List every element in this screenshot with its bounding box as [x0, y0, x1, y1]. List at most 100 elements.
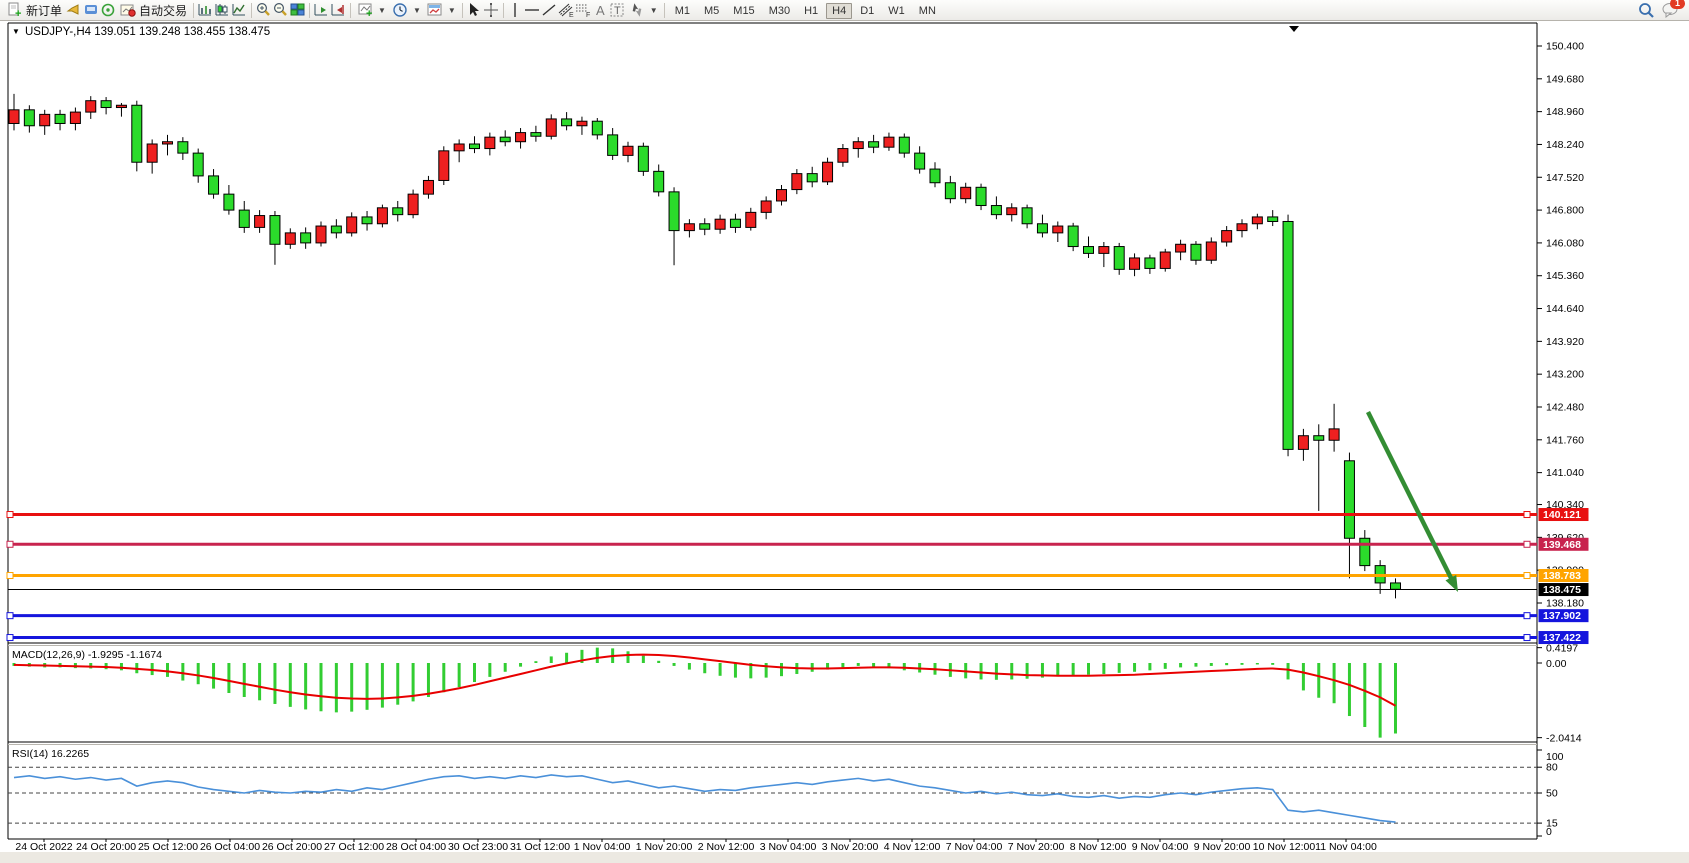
- autotrading-button[interactable]: 自动交易: [116, 1, 190, 20]
- arrows-button[interactable]: ▼: [626, 1, 661, 20]
- data-window-icon[interactable]: [99, 2, 116, 18]
- hline-handle[interactable]: [1523, 540, 1531, 548]
- fibonacci-icon[interactable]: F: [575, 2, 592, 18]
- auto-scroll-icon[interactable]: [313, 2, 330, 18]
- bar-chart-icon[interactable]: [197, 2, 214, 18]
- periods-button[interactable]: ▼: [389, 1, 424, 20]
- date-label: 3 Nov 04:00: [760, 841, 817, 852]
- price-tick-label: 145.360: [1546, 270, 1584, 282]
- date-label: 9 Nov 04:00: [1132, 841, 1189, 852]
- candle-body: [407, 193, 419, 216]
- price-tick-label: 143.200: [1546, 369, 1584, 381]
- candle-body: [1036, 223, 1048, 234]
- chart-shift-icon[interactable]: [330, 2, 347, 18]
- candle-body: [238, 209, 250, 228]
- candle-body: [469, 143, 480, 150]
- price-tick-label: 150.400: [1546, 41, 1584, 53]
- candle-body: [1328, 428, 1340, 441]
- indicators-button[interactable]: + ▼: [354, 1, 389, 20]
- hline-handle[interactable]: [1523, 511, 1531, 519]
- search-icon[interactable]: [1637, 2, 1654, 18]
- trendline-icon[interactable]: [541, 2, 558, 18]
- crosshair-icon[interactable]: [483, 2, 500, 18]
- candle-body: [515, 132, 527, 143]
- timeframe-h1[interactable]: H1: [804, 5, 819, 17]
- hline-handle[interactable]: [6, 572, 14, 580]
- candle-body: [960, 186, 972, 200]
- hline-handle[interactable]: [1523, 612, 1531, 620]
- hline-price-label: [1538, 569, 1589, 583]
- timeframe-m30[interactable]: M30: [768, 5, 791, 17]
- hline-handle[interactable]: [6, 511, 14, 519]
- tile-windows-icon[interactable]: [289, 2, 306, 18]
- candlestick-chart-icon[interactable]: [214, 2, 231, 18]
- hline-handle[interactable]: [6, 612, 14, 620]
- alerts-horn-icon[interactable]: [65, 2, 82, 18]
- line-chart-icon[interactable]: [231, 2, 248, 18]
- candle-body: [208, 175, 220, 195]
- timeframe-group: M1 M5 M15 M30 H1 H4 D1 W1 MN: [668, 1, 943, 19]
- timeframe-w1[interactable]: W1: [888, 5, 905, 17]
- cursor-icon[interactable]: [466, 2, 483, 18]
- equidistant-channel-icon[interactable]: E: [558, 2, 575, 18]
- candle-body: [100, 100, 112, 109]
- trend-arrow-head[interactable]: [1445, 575, 1458, 592]
- candle-body: [300, 232, 312, 244]
- chevron-down-icon: ▼: [378, 5, 386, 15]
- autotrading-icon: [119, 2, 136, 18]
- indicators-icon: +: [357, 2, 374, 18]
- candle-body: [376, 207, 388, 225]
- chat-icon[interactable]: 1: [1662, 0, 1685, 18]
- candle-body: [1129, 257, 1141, 270]
- candle-body: [1144, 257, 1156, 269]
- svg-text:+: +: [15, 8, 21, 18]
- hline-handle[interactable]: [1523, 634, 1531, 642]
- candle-body: [85, 100, 97, 113]
- chevron-down-icon: ▼: [649, 5, 658, 15]
- candle-body: [315, 225, 327, 244]
- hline-price-label-text: 138.783: [1543, 570, 1581, 582]
- date-label: 7 Nov 04:00: [946, 841, 1003, 852]
- price-chart[interactable]: 150.400 149.680 148.960 148.240 147.520 146.8…: [0, 21, 1689, 853]
- candle-body: [760, 200, 772, 213]
- horizontal-line-icon[interactable]: [524, 2, 541, 18]
- hline-handle[interactable]: [6, 634, 14, 642]
- text-icon[interactable]: A: [592, 2, 609, 18]
- new-order-label: 新订单: [26, 3, 63, 18]
- timeframe-m5[interactable]: M5: [704, 5, 720, 17]
- vertical-line-icon[interactable]: [507, 2, 524, 18]
- timeframe-h4[interactable]: H4: [826, 3, 853, 19]
- new-order-button[interactable]: + 新订单: [3, 1, 65, 20]
- candle-body: [54, 113, 66, 124]
- timeframe-m1[interactable]: M1: [674, 5, 690, 17]
- date-label: 1 Nov 20:00: [636, 841, 693, 852]
- rsi-scale-label: 50: [1546, 788, 1558, 800]
- candle-body: [1313, 435, 1325, 441]
- candle-body: [530, 132, 542, 137]
- date-label: 9 Nov 20:00: [1194, 841, 1251, 852]
- timeframe-mn[interactable]: MN: [918, 5, 936, 17]
- candle-body: [1390, 582, 1401, 590]
- timeframe-d1[interactable]: D1: [860, 5, 875, 17]
- zoom-out-icon[interactable]: [272, 2, 289, 18]
- market-watch-icon[interactable]: [82, 2, 99, 18]
- candle-body: [944, 182, 956, 200]
- trend-arrow-object[interactable]: [1365, 410, 1455, 583]
- text-label-icon[interactable]: T: [609, 2, 626, 18]
- timeframe-m15[interactable]: M15: [733, 5, 755, 17]
- templates-button[interactable]: ▼: [424, 1, 459, 20]
- candle-body: [223, 193, 235, 211]
- hline-price-label: [1538, 609, 1589, 623]
- candle-body: [146, 143, 158, 163]
- candle-body: [438, 150, 450, 181]
- candle-body: [1098, 246, 1110, 254]
- rsi-scale-label: 0: [1546, 826, 1552, 838]
- candle-body: [1175, 243, 1187, 253]
- hline-handle[interactable]: [6, 540, 14, 548]
- candle-body: [914, 152, 926, 170]
- zoom-in-icon[interactable]: [255, 2, 272, 18]
- hline-handle[interactable]: [1523, 572, 1531, 580]
- candle-body: [1297, 435, 1309, 450]
- date-label: 25 Oct 12:00: [138, 841, 198, 852]
- rsi-scale-label: 15: [1546, 818, 1558, 830]
